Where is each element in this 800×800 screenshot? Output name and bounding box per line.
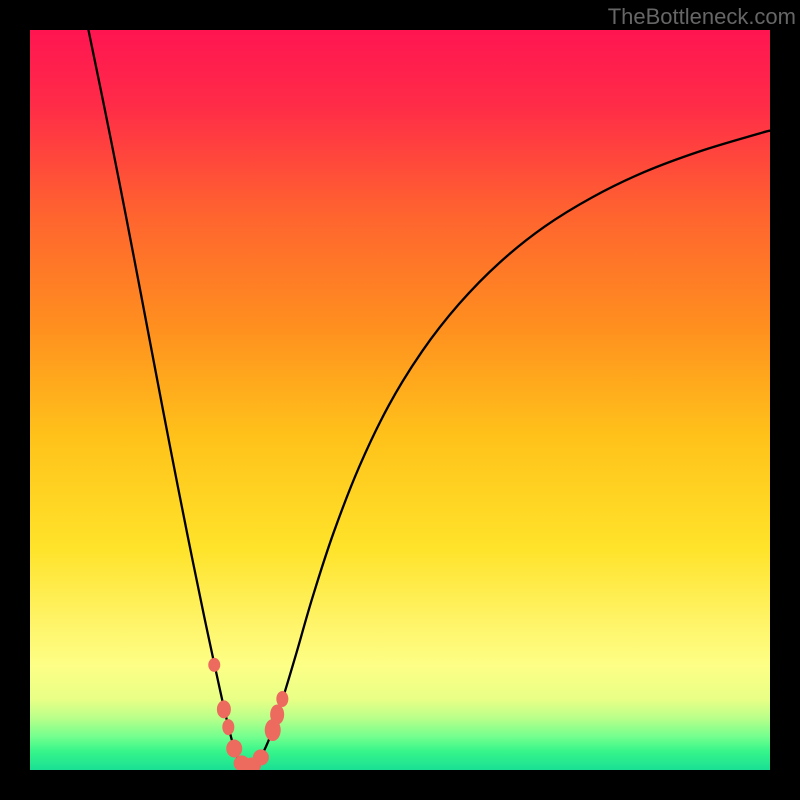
stage: TheBottleneck.com xyxy=(0,0,800,800)
marker-dot xyxy=(208,658,220,672)
frame-left xyxy=(0,0,30,800)
frame-bottom xyxy=(0,770,800,800)
watermark-text: TheBottleneck.com xyxy=(608,4,796,30)
chart-plot xyxy=(30,30,770,770)
marker-dot xyxy=(270,705,284,725)
marker-dot xyxy=(217,700,231,718)
marker-dot xyxy=(222,719,234,735)
marker-dot xyxy=(253,749,269,765)
gradient-background xyxy=(30,30,770,770)
frame-right xyxy=(770,0,800,800)
marker-dot xyxy=(276,691,288,707)
marker-dot xyxy=(226,740,242,758)
